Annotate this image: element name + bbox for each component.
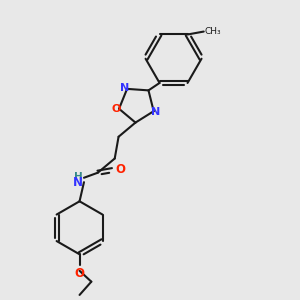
Text: N: N [120, 83, 129, 93]
Text: N: N [73, 176, 82, 189]
Text: N: N [152, 107, 161, 117]
Text: H: H [74, 172, 82, 182]
Text: O: O [75, 267, 85, 280]
Text: O: O [111, 104, 121, 114]
Text: O: O [115, 163, 125, 176]
Text: CH₃: CH₃ [204, 27, 221, 36]
